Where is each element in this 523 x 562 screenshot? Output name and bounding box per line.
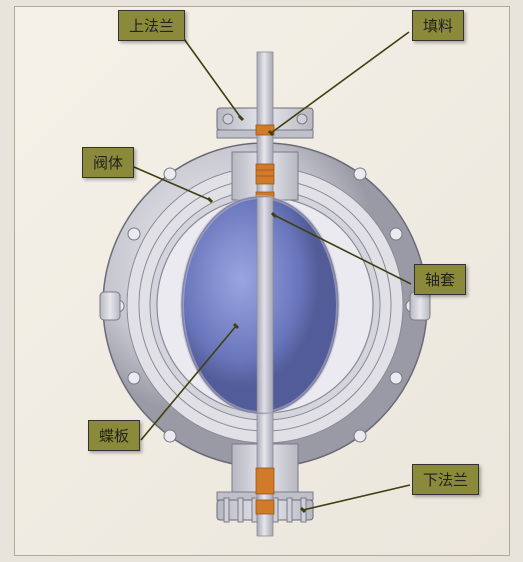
label-text: 填料 bbox=[423, 18, 453, 35]
label-text: 蝶板 bbox=[99, 428, 129, 445]
label-packing: 填料 bbox=[412, 10, 464, 41]
diagram-canvas: 上法兰 填料 阀体 轴套 蝶板 下法兰 bbox=[0, 0, 523, 562]
label-sleeve: 轴套 bbox=[414, 264, 466, 295]
label-text: 下法兰 bbox=[423, 472, 468, 489]
label-text: 阀体 bbox=[93, 155, 123, 172]
label-upper-flange: 上法兰 bbox=[118, 10, 185, 41]
label-lower-flange: 下法兰 bbox=[412, 464, 479, 495]
label-text: 上法兰 bbox=[129, 18, 174, 35]
label-disc: 蝶板 bbox=[88, 420, 140, 451]
label-text: 轴套 bbox=[425, 272, 455, 289]
label-body: 阀体 bbox=[82, 147, 134, 178]
